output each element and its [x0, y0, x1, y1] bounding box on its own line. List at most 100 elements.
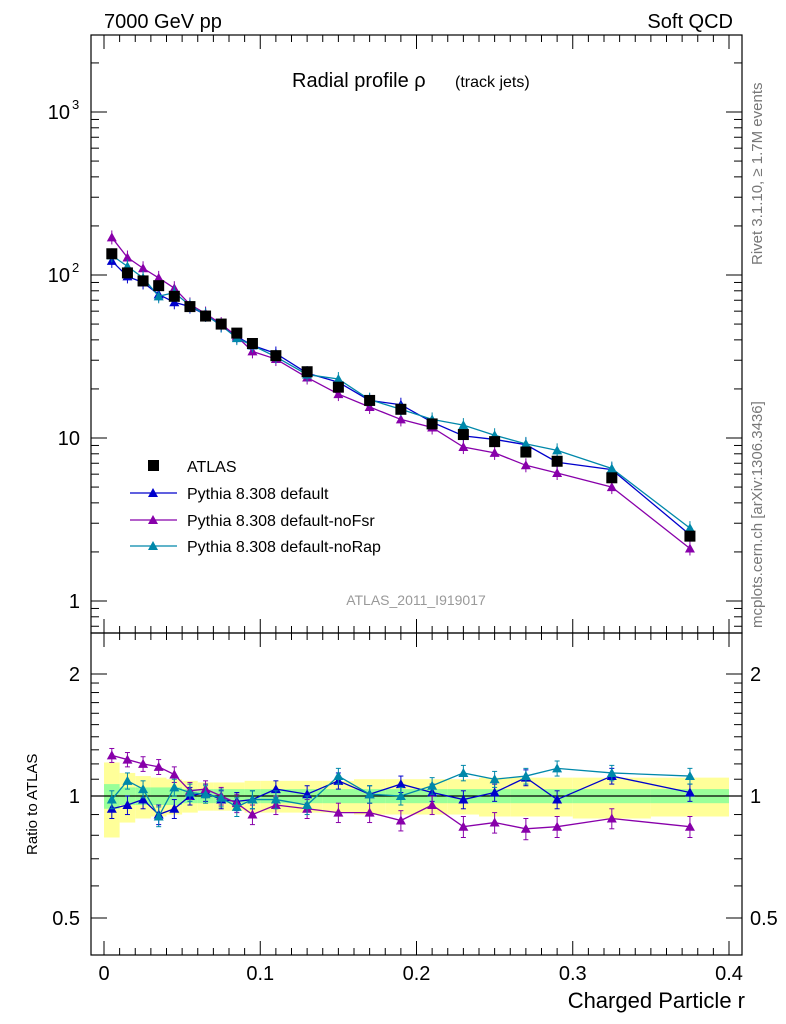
- legend-marker: [148, 515, 158, 524]
- ratio-marker: [169, 782, 180, 792]
- rivet-label: Rivet 3.1.10, ≥ 1.7M events: [749, 83, 766, 266]
- ratio-marker: [138, 794, 149, 804]
- series-marker: [122, 252, 133, 262]
- ratio-marker: [302, 800, 313, 810]
- series-marker: [458, 442, 469, 452]
- ratio-marker: [231, 801, 242, 811]
- ratio-marker: [364, 789, 375, 799]
- ratio-marker: [247, 794, 258, 804]
- ratio-marker: [520, 823, 531, 833]
- series-marker: [153, 272, 164, 282]
- ratio-line: [111, 754, 691, 830]
- data-marker: [168, 290, 180, 302]
- data-marker: [200, 310, 212, 322]
- ratio-marker: [552, 821, 563, 831]
- plot-subtitle: (track jets): [455, 74, 530, 91]
- series-marker: [489, 447, 500, 457]
- ratio-y-tick-label-right: 0.5: [750, 908, 778, 930]
- data-marker: [184, 301, 196, 313]
- ratio-line: [111, 775, 691, 816]
- data-marker: [231, 327, 243, 339]
- legend: ATLAS Pythia 8.308 default Pythia 8.308 de…: [130, 459, 381, 556]
- data-marker: [489, 436, 501, 448]
- x-tick-label: 0.3: [559, 963, 587, 985]
- analysis-label: ATLAS_2011_I919017: [346, 592, 486, 608]
- ratio-marker: [247, 809, 258, 819]
- data-marker: [364, 394, 376, 406]
- header-right: Soft QCD: [647, 11, 733, 33]
- data-marker: [270, 350, 282, 362]
- ratio-marker: [122, 800, 133, 810]
- data-marker: [153, 280, 165, 292]
- y-tick-exponent: 2: [72, 260, 79, 275]
- plot-title: Radial profile ρ: [292, 70, 426, 92]
- ratio-marker: [489, 774, 500, 784]
- ratio-marker: [458, 821, 469, 831]
- ratio-marker: [684, 787, 695, 797]
- ratio-marker: [552, 794, 563, 804]
- series-marker: [684, 523, 695, 533]
- series-marker: [520, 438, 531, 448]
- data-marker: [106, 248, 118, 260]
- series-marker: [684, 543, 695, 553]
- ratio-marker: [169, 803, 180, 813]
- data-marker: [246, 337, 258, 349]
- series-line: [111, 260, 691, 536]
- y-tick-label: 10: [58, 428, 80, 450]
- y-tick-label: 10: [48, 102, 70, 124]
- data-marker: [551, 455, 563, 467]
- ratio-marker: [153, 811, 164, 821]
- series-marker: [106, 232, 117, 242]
- series-marker: [395, 414, 406, 424]
- ratio-marker: [458, 767, 469, 777]
- series-marker: [606, 463, 617, 473]
- data-marker: [137, 275, 149, 287]
- ratio-marker: [270, 794, 281, 804]
- data-marker: [684, 530, 696, 542]
- ratio-marker: [106, 794, 117, 804]
- series-marker: [552, 467, 563, 477]
- series-marker: [138, 263, 149, 273]
- ratio-marker: [606, 813, 617, 823]
- ratio-marker: [216, 792, 227, 802]
- ratio-marker: [427, 800, 438, 810]
- series-marker: [552, 445, 563, 455]
- data-marker: [426, 418, 438, 430]
- legend-marker: [148, 488, 158, 497]
- series-marker: [153, 291, 164, 301]
- data-marker: [215, 318, 227, 330]
- y-tick-exponent: 3: [72, 97, 79, 112]
- data-marker: [457, 429, 469, 441]
- series-marker: [458, 420, 469, 430]
- data-marker: [121, 267, 133, 279]
- series-marker: [333, 389, 344, 399]
- legend-label: ATLAS: [187, 459, 237, 476]
- x-tick-label: 0.4: [715, 963, 743, 985]
- ratio-y-tick-label: 0.5: [52, 908, 80, 930]
- ratio-marker: [684, 821, 695, 831]
- series-line: [111, 237, 691, 549]
- series-marker: [333, 374, 344, 384]
- ratio-marker: [333, 771, 344, 781]
- mcplots-label: mcplots.cern.ch [arXiv:1306.3436]: [749, 401, 766, 628]
- data-marker: [520, 446, 532, 458]
- ratio-marker: [395, 815, 406, 825]
- y-tick-label: 10: [48, 265, 70, 287]
- data-marker: [395, 403, 407, 415]
- data-marker: [332, 381, 344, 393]
- ratio-marker: [458, 794, 469, 804]
- y-tick-label: 1: [69, 591, 80, 613]
- ratio-y-tick-label: 2: [69, 664, 80, 686]
- ratio-marker: [395, 791, 406, 800]
- series-line: [111, 254, 691, 529]
- legend-label: Pythia 8.308 default-noRap: [187, 539, 381, 556]
- ratio-marker: [489, 787, 500, 797]
- legend-marker-data: [148, 460, 159, 471]
- ratio-marker: [138, 784, 149, 794]
- ratio-marker: [333, 807, 344, 817]
- ratio-y-tick-label-right: 1: [750, 786, 761, 808]
- ratio-marker: [184, 787, 195, 797]
- ratio-marker: [138, 758, 149, 768]
- ratio-marker: [606, 767, 617, 777]
